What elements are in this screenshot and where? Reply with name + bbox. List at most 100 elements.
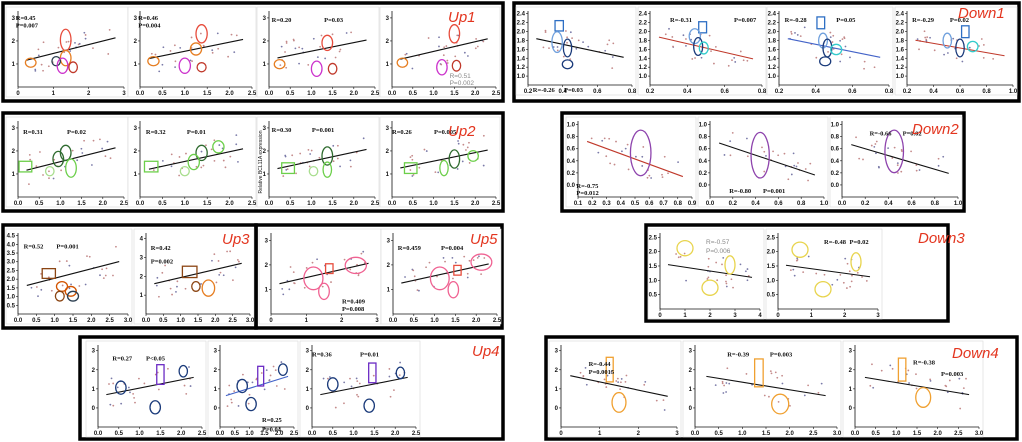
trend-line	[864, 376, 970, 396]
x-tick-label: 0.5	[158, 91, 167, 97]
y-tick-label: 2	[689, 368, 693, 374]
panel-border	[842, 340, 984, 438]
r-value-label: R=-0.80	[729, 188, 751, 195]
x-tick-label: 0.6	[774, 201, 783, 207]
r-value-label: R=-0.29	[912, 17, 935, 24]
x-tick-label: 3	[733, 313, 737, 319]
data-point	[474, 47, 477, 50]
highlight-ellipse	[688, 28, 702, 45]
data-point	[309, 153, 312, 155]
data-point	[152, 169, 155, 171]
data-point	[467, 55, 469, 57]
data-point	[251, 381, 254, 384]
data-point	[444, 260, 446, 263]
data-point	[282, 293, 285, 296]
y-tick-label: 0.8	[567, 135, 576, 141]
p-value-label: P=0.03	[564, 87, 584, 94]
data-point	[331, 33, 334, 36]
x-tick-label: 0.2	[775, 89, 784, 95]
r-value-label: R=0.46	[138, 15, 159, 22]
data-point	[855, 136, 857, 139]
group-frame	[644, 223, 950, 323]
data-point	[729, 154, 732, 157]
data-point	[274, 369, 277, 372]
panel-border	[515, 6, 637, 96]
data-point	[795, 259, 798, 262]
data-point	[707, 257, 710, 260]
highlight-ellipse	[179, 165, 190, 177]
x-tick-label: 0.6	[593, 89, 602, 95]
data-point	[316, 258, 318, 261]
data-point	[88, 255, 91, 258]
data-point	[284, 51, 286, 53]
data-point	[869, 384, 872, 387]
y-tick-label: 1	[134, 62, 138, 68]
data-point	[189, 385, 192, 387]
r-value-label: R=0.42	[151, 245, 171, 252]
data-point	[446, 59, 449, 62]
data-point	[451, 256, 454, 259]
highlight-ellipse	[724, 255, 736, 275]
y-tick-label: 2	[134, 39, 138, 45]
data-point	[807, 255, 810, 258]
y-tick-label: 1.4	[896, 56, 905, 62]
panel-border	[647, 228, 765, 320]
highlight-ellipse	[629, 129, 652, 177]
x-tick-label: 1.5	[451, 318, 460, 324]
r-value-label: R=-0.48	[824, 239, 847, 246]
data-point	[170, 153, 173, 156]
y-tick-label: 3	[387, 238, 391, 244]
data-point	[610, 371, 613, 373]
data-point	[829, 31, 832, 34]
x-tick-label: 1	[52, 91, 56, 97]
data-point	[722, 257, 725, 259]
data-point	[320, 34, 323, 37]
scatter-panel: 0.1 0.2 0.3 0.4 0.5 0.6 0.7 0.8 0.9 0.0 0.2 0.4 0.6 0…	[565, 116, 697, 208]
panel-border	[5, 6, 129, 98]
y-tick-label: 1.5	[7, 286, 16, 292]
x-tick-label: 2.5	[809, 431, 818, 437]
y-tick-label: 1	[387, 287, 391, 293]
data-point	[101, 268, 104, 271]
data-point	[896, 162, 899, 165]
panel-border	[697, 116, 829, 208]
data-point	[411, 175, 414, 177]
data-point	[205, 144, 207, 147]
data-point	[662, 399, 665, 402]
data-point	[173, 44, 176, 47]
data-point	[794, 32, 796, 34]
highlight-ellipse	[178, 57, 192, 74]
y-tick-label: 2	[12, 39, 16, 45]
x-tick-label: 0.8	[931, 201, 940, 207]
x-tick-label: 0.5	[286, 201, 295, 207]
data-point	[893, 146, 896, 149]
data-point	[727, 64, 730, 67]
y-tick-label: 0.0	[831, 183, 840, 189]
x-tick-label: 2.5	[105, 318, 114, 324]
highlight-ellipse	[439, 159, 449, 177]
data-point	[781, 382, 784, 385]
data-point	[714, 384, 717, 387]
data-point	[783, 152, 786, 155]
group-frame	[78, 335, 505, 441]
data-point	[796, 34, 799, 36]
y-tick-label: 1.4	[517, 56, 526, 62]
data-point	[641, 165, 644, 167]
x-tick-label: 0.2	[729, 201, 738, 207]
data-point	[398, 374, 401, 377]
x-tick-label: 0.7	[659, 201, 668, 207]
data-point	[942, 155, 945, 158]
data-point	[613, 163, 616, 166]
data-point	[411, 154, 414, 157]
data-point	[685, 44, 687, 47]
data-point	[265, 369, 268, 372]
x-tick-label: 0.2	[588, 201, 597, 207]
data-point	[723, 154, 726, 156]
group-frame	[254, 223, 504, 330]
data-point	[321, 285, 324, 288]
data-point	[224, 166, 227, 169]
r-value-label: R=0.51	[450, 73, 472, 80]
data-point	[436, 275, 438, 278]
y-tick-label: 1	[263, 62, 267, 68]
